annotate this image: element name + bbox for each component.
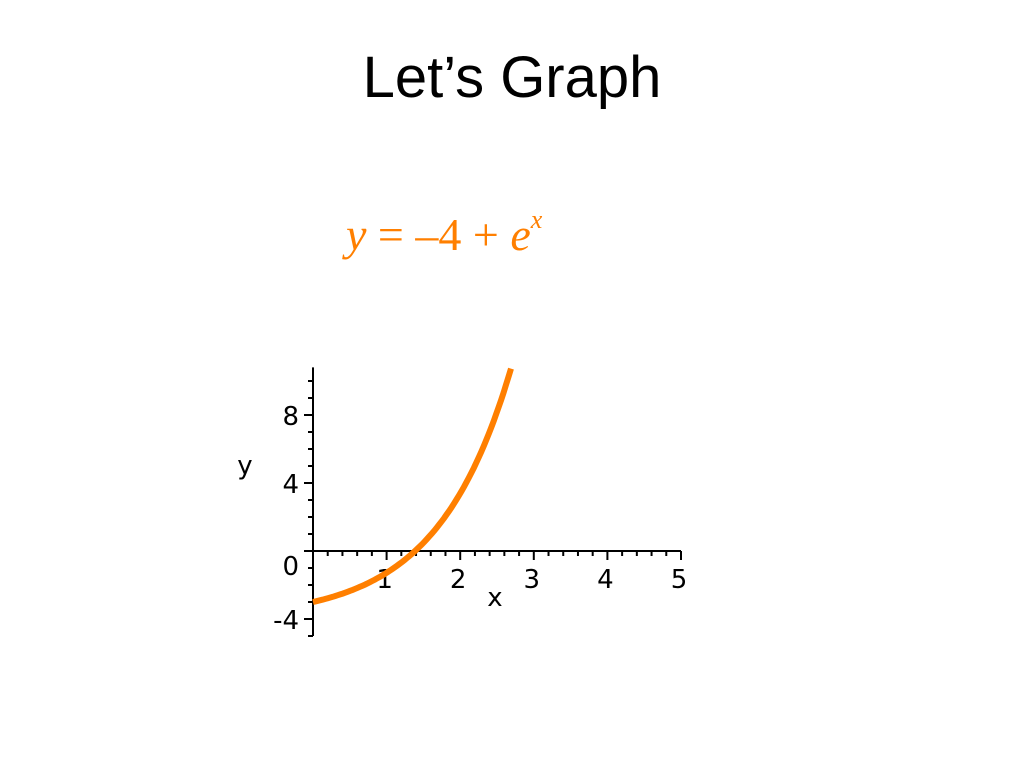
- x-tick-label: 4: [597, 565, 614, 595]
- equation-plus: +: [461, 209, 511, 260]
- x-axis-label: x: [487, 583, 502, 613]
- equation-base: e: [510, 209, 531, 260]
- function-curve: [312, 367, 514, 605]
- y-axis-label: y: [237, 451, 252, 481]
- x-tick-label: 3: [524, 565, 541, 595]
- equation-exponent: x: [530, 204, 543, 234]
- slide-title: Let’s Graph: [362, 45, 662, 110]
- x-tick-label: 2: [450, 565, 467, 595]
- equation-lhs: y: [346, 209, 367, 260]
- y-tick-label: 4: [282, 470, 299, 500]
- equation-constant: –4: [415, 209, 462, 260]
- y-tick-label: 8: [282, 402, 299, 432]
- y-tick-label: -4: [273, 606, 299, 636]
- x-tick-label: 5: [671, 565, 688, 595]
- y-tick-label: 0: [282, 552, 299, 582]
- equation-equals: =: [366, 209, 416, 260]
- equation: y = –4 + ex: [346, 204, 543, 261]
